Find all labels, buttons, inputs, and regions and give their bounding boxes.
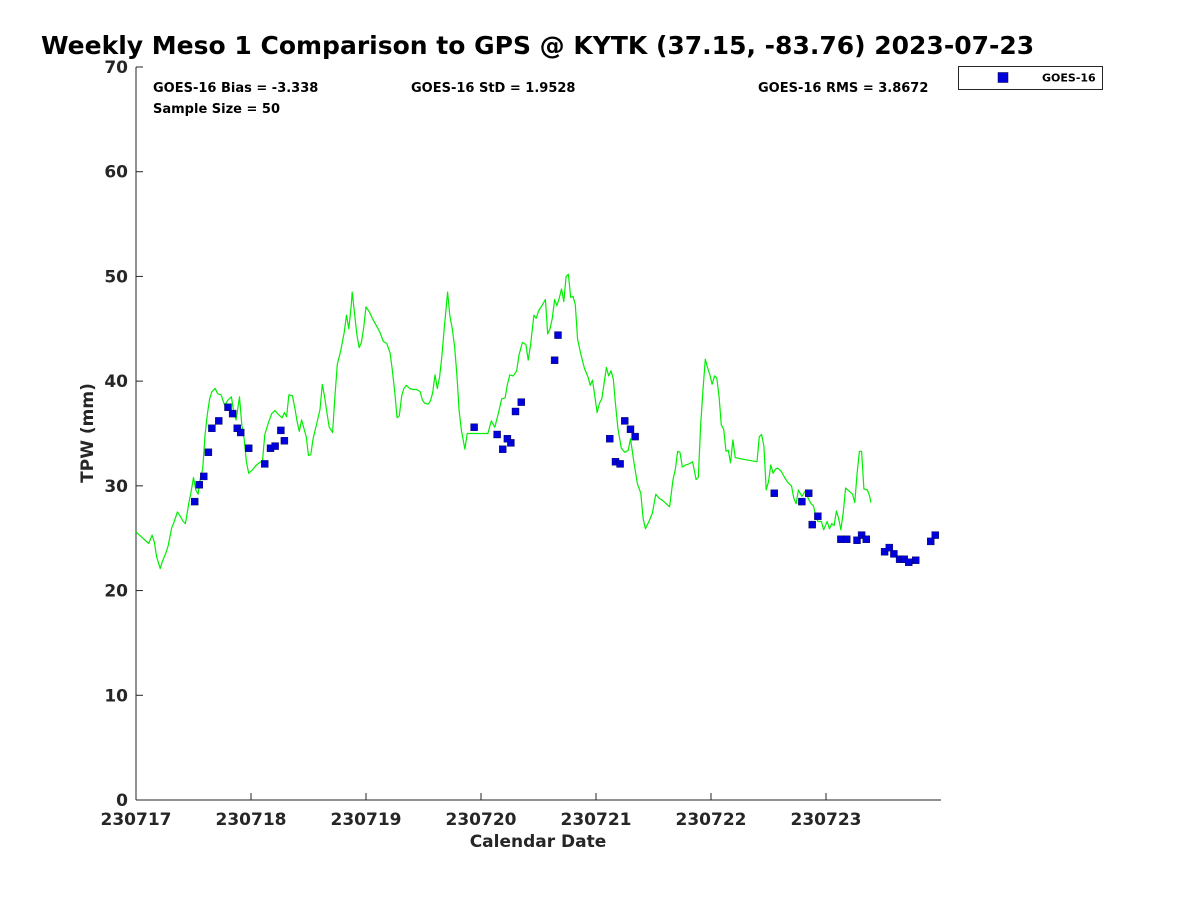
gps-series-line (135, 273, 872, 570)
goes16-point (517, 398, 525, 406)
rms-annotation: GOES-16 RMS = 3.8672 (758, 81, 928, 96)
x-tick-label: 230723 (791, 810, 862, 830)
y-tick-label: 10 (104, 686, 128, 706)
goes16-point (271, 442, 279, 450)
goes16-point (493, 430, 501, 439)
legend-box (958, 66, 1103, 90)
goes16-point (814, 512, 822, 520)
goes16-point (798, 497, 806, 506)
goes16-point (626, 425, 635, 433)
goes16-point (550, 356, 559, 364)
goes16-point (204, 448, 213, 456)
x-tick-label: 230720 (446, 810, 517, 830)
x-tick-label: 230718 (216, 810, 287, 830)
y-tick-label: 20 (104, 582, 128, 602)
goes16-point (277, 426, 285, 435)
goes16-point (805, 489, 813, 497)
goes16-point (190, 497, 199, 506)
goes16-point (808, 520, 816, 529)
goes16-point (853, 536, 861, 544)
goes16-point (927, 537, 935, 546)
chart-title: Weekly Meso 1 Comparison to GPS @ KYTK (… (41, 31, 1034, 60)
x-axis-label: Calendar Date (470, 832, 607, 852)
goes16-point (261, 460, 269, 468)
goes16-point (857, 531, 866, 539)
goes16-point (224, 403, 232, 411)
plot-area (135, 273, 939, 570)
bias-annotation: GOES-16 Bias = -3.338 (153, 81, 318, 96)
goes16-point (554, 331, 562, 339)
goes16-point (215, 417, 223, 425)
x-tick-label: 230722 (676, 810, 747, 830)
goes16-point (890, 550, 898, 558)
legend-label: GOES-16 (1042, 72, 1096, 85)
goes16-point (208, 424, 216, 432)
goes16-point (631, 432, 639, 441)
y-tick-label: 40 (104, 372, 128, 392)
goes16-point (606, 435, 614, 443)
goes16-point (616, 460, 624, 468)
goes16-point (511, 407, 520, 416)
goes16-point (228, 409, 237, 418)
y-axis-label: TPW (mm) (78, 383, 98, 483)
goes16-point (905, 558, 913, 566)
goes16-point (200, 472, 208, 481)
x-tick-label: 230721 (561, 810, 632, 830)
x-tick-label: 230717 (101, 810, 172, 830)
goes16-point (862, 535, 870, 543)
y-tick-label: 70 (104, 58, 128, 78)
std-annotation: GOES-16 StD = 1.9528 (411, 81, 575, 96)
goes16-point (880, 548, 889, 556)
x-tick-label: 230719 (331, 810, 402, 830)
y-tick-label: 30 (104, 477, 128, 497)
goes16-point (931, 531, 939, 539)
goes16-point (236, 428, 245, 437)
goes16-point (499, 445, 507, 453)
legend-marker (997, 72, 1009, 83)
y-tick-label: 50 (104, 267, 128, 287)
goes16-point (280, 437, 289, 445)
goes16-point (885, 543, 893, 552)
goes16-point (770, 489, 778, 497)
goes16-point (843, 535, 851, 543)
y-tick-label: 0 (116, 791, 128, 811)
y-tick-label: 60 (104, 163, 128, 183)
goes16-point (507, 439, 515, 447)
goes16-point (244, 444, 253, 452)
goes16-point (470, 423, 478, 431)
goes16-point (195, 481, 204, 489)
axes: 0 10 20 30 40 50 60 70 230717 230718 230719 230720 2… (101, 58, 941, 830)
goes16-point (912, 556, 920, 564)
goes16-point (621, 417, 629, 425)
legend: GOES-16 (958, 66, 1103, 90)
sample-size-annotation: Sample Size = 50 (153, 102, 280, 117)
